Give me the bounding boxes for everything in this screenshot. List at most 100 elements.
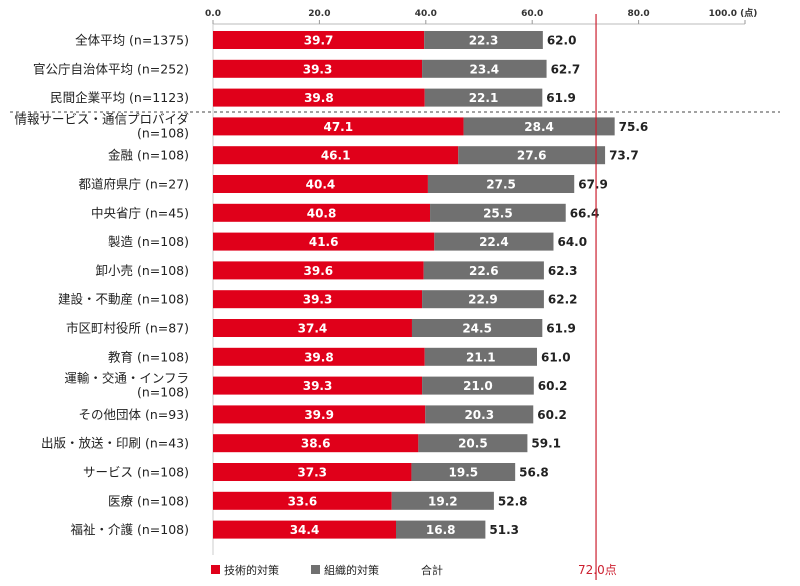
bar-segment-tech bbox=[213, 175, 428, 193]
data-label-org: 22.9 bbox=[468, 293, 498, 307]
data-label-tech: 39.8 bbox=[304, 350, 334, 364]
category-label: 運輸・交通・インフラ(n=108) bbox=[64, 371, 189, 400]
data-label-total: 61.0 bbox=[541, 350, 571, 364]
category-label: サービス (n=108) bbox=[83, 465, 189, 480]
data-label-tech: 46.1 bbox=[321, 149, 351, 163]
bar-segment-tech bbox=[213, 146, 459, 165]
bar-segment-org bbox=[422, 290, 544, 309]
data-label-org: 20.5 bbox=[458, 437, 488, 451]
bar-segment-org bbox=[396, 520, 486, 539]
data-label-tech: 41.6 bbox=[309, 235, 339, 249]
category-label: 官公庁自治体平均 (n=252) bbox=[33, 61, 189, 76]
data-label-tech: 39.7 bbox=[304, 34, 334, 48]
data-label-total: 61.9 bbox=[546, 322, 576, 336]
legend: 技術的対策 組織的対策 合計 72.0点 bbox=[211, 563, 617, 577]
reference-line-group bbox=[10, 14, 780, 580]
bar-segment-org bbox=[430, 203, 566, 222]
category-label: 卸小売 (n=108) bbox=[96, 263, 189, 278]
category-label: 福祉・介護 (n=108) bbox=[71, 522, 189, 537]
data-label-total: 62.7 bbox=[551, 62, 581, 76]
category-label-line: (n=108) bbox=[137, 125, 189, 140]
data-label-org: 21.1 bbox=[466, 350, 496, 364]
bar-segment-org bbox=[434, 232, 554, 251]
bar-segment-org bbox=[424, 88, 543, 107]
data-label-tech: 37.4 bbox=[298, 322, 328, 336]
bar-segment-tech bbox=[213, 203, 431, 222]
legend-label-total: 合計 bbox=[421, 563, 443, 577]
data-label-total: 52.8 bbox=[498, 494, 528, 508]
data-label-org: 27.5 bbox=[486, 178, 516, 192]
legend-swatch-tech bbox=[211, 565, 220, 574]
bar-segment-org bbox=[411, 463, 516, 481]
data-label-tech: 34.4 bbox=[290, 523, 320, 537]
bar-segment-tech bbox=[213, 59, 423, 78]
category-label: 建設・不動産 (n=108) bbox=[58, 292, 189, 307]
category-label: 都道府県庁 (n=27) bbox=[78, 177, 189, 192]
data-label-org: 21.0 bbox=[463, 379, 493, 393]
bar-segment-org bbox=[424, 347, 537, 366]
data-label-tech: 39.3 bbox=[303, 379, 333, 393]
bars: 39.7 22.3 62.0 39.3 23.4 62.7 39.8 22.1 61.9 47.1… bbox=[213, 31, 648, 539]
data-label-total: 62.0 bbox=[547, 34, 577, 48]
data-label-tech: 47.1 bbox=[323, 120, 353, 134]
bar-segment-tech bbox=[213, 319, 412, 337]
data-label-total: 66.4 bbox=[570, 206, 600, 220]
data-label-total: 59.1 bbox=[531, 437, 561, 451]
category-label: 教育 (n=108) bbox=[108, 349, 189, 364]
data-label-org: 22.4 bbox=[479, 235, 509, 249]
data-label-tech: 40.4 bbox=[306, 178, 336, 192]
data-label-tech: 37.3 bbox=[297, 466, 327, 480]
bar-segment-tech bbox=[213, 434, 419, 453]
data-label-org: 16.8 bbox=[426, 523, 456, 537]
bar-segment-org bbox=[422, 376, 534, 395]
data-label-org: 24.5 bbox=[462, 322, 492, 336]
bar-segment-org bbox=[424, 31, 543, 49]
bar-segment-org bbox=[425, 405, 534, 424]
category-label-line: (n=108) bbox=[137, 385, 189, 400]
data-label-total: 61.9 bbox=[546, 91, 576, 105]
bar-segment-tech bbox=[213, 463, 412, 481]
data-label-total: 51.3 bbox=[489, 523, 519, 537]
data-label-tech: 39.3 bbox=[303, 62, 333, 76]
bar-segment-tech bbox=[213, 376, 423, 395]
data-label-org: 19.5 bbox=[449, 466, 479, 480]
reference-line-label: 72.0点 bbox=[578, 563, 617, 577]
category-label: 全体平均 (n=1375) bbox=[75, 33, 189, 48]
x-tick-label: 80.0 bbox=[627, 9, 649, 19]
bar-segment-org bbox=[427, 175, 575, 193]
data-label-tech: 40.8 bbox=[307, 206, 337, 220]
bar-segment-tech bbox=[213, 347, 425, 366]
data-label-total: 56.8 bbox=[519, 466, 549, 480]
bar-segment-tech bbox=[213, 290, 423, 309]
data-label-total: 67.9 bbox=[578, 178, 608, 192]
bar-segment-tech bbox=[213, 88, 425, 107]
data-label-org: 23.4 bbox=[470, 62, 500, 76]
data-label-org: 19.2 bbox=[428, 494, 458, 508]
bar-segment-tech bbox=[213, 520, 397, 539]
bar-segment-org bbox=[463, 117, 615, 136]
data-label-tech: 39.3 bbox=[303, 293, 333, 307]
category-label: 市区町村役所 (n=87) bbox=[66, 321, 189, 336]
category-label: 医療 (n=108) bbox=[108, 493, 189, 508]
data-label-total: 62.3 bbox=[548, 264, 578, 278]
x-tick-label: 60.0 bbox=[521, 9, 543, 19]
category-label-line: 運輸・交通・インフラ bbox=[64, 371, 189, 386]
bar-segment-tech bbox=[213, 405, 426, 424]
legend-swatch-org bbox=[311, 565, 320, 574]
data-label-total: 60.2 bbox=[537, 408, 567, 422]
x-tick-label: 100.0 (点) bbox=[709, 7, 758, 19]
bar-segment-tech bbox=[213, 31, 425, 49]
data-label-tech: 38.6 bbox=[301, 437, 331, 451]
bar-segment-org bbox=[391, 491, 494, 510]
bar-segment-tech bbox=[213, 232, 435, 251]
category-label-line: 情報サービス・通信プロバイダ bbox=[14, 111, 189, 126]
data-label-tech: 39.8 bbox=[304, 91, 334, 105]
data-label-org: 20.3 bbox=[464, 408, 494, 422]
data-label-org: 22.3 bbox=[469, 34, 499, 48]
x-tick-label: 40.0 bbox=[415, 9, 437, 19]
data-label-total: 60.2 bbox=[538, 379, 568, 393]
data-label-org: 22.1 bbox=[469, 91, 499, 105]
bar-segment-org bbox=[422, 59, 547, 78]
category-label: 民間企業平均 (n=1123) bbox=[50, 90, 189, 105]
